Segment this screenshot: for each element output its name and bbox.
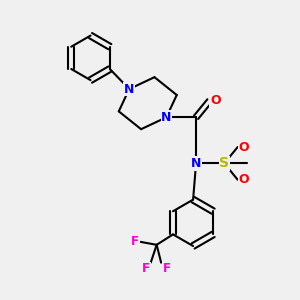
Text: N: N bbox=[161, 111, 172, 124]
Text: S: S bbox=[219, 156, 229, 170]
Text: N: N bbox=[124, 82, 134, 96]
Text: O: O bbox=[210, 94, 221, 107]
Text: N: N bbox=[124, 82, 134, 96]
Text: O: O bbox=[238, 140, 249, 154]
Text: F: F bbox=[142, 262, 150, 275]
Text: F: F bbox=[163, 262, 170, 275]
Text: N: N bbox=[191, 157, 201, 170]
Text: O: O bbox=[238, 173, 249, 186]
Text: F: F bbox=[131, 235, 139, 248]
